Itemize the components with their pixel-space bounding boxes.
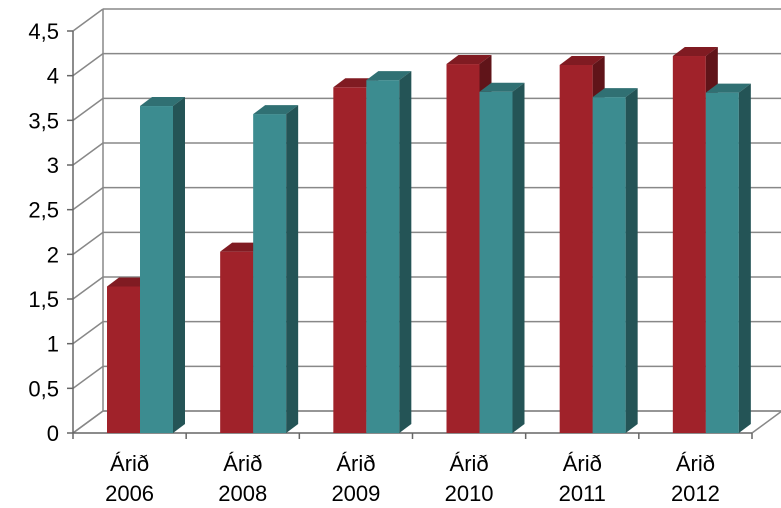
x-tick-label: 2012 (671, 481, 720, 506)
gridline (72, 52, 781, 77)
x-tick-label: Árið (223, 451, 262, 476)
gridline (72, 276, 781, 300)
x-tick-label: 2010 (445, 481, 494, 506)
y-tick-label: 3,5 (28, 108, 59, 133)
y-tick-label: 3 (47, 153, 59, 178)
bar (479, 82, 525, 433)
x-tick-label: 2008 (218, 481, 267, 506)
x-tick-label: Árið (336, 451, 375, 476)
bars (107, 47, 751, 434)
bar (366, 71, 412, 433)
gridline (72, 231, 781, 255)
y-tick-label: 0 (47, 421, 59, 446)
x-tick-label: Árið (676, 451, 715, 476)
x-tick-label: 2011 (559, 481, 606, 506)
gridline (72, 97, 781, 121)
y-tick-label: 1,5 (28, 287, 59, 312)
x-tick-label: Árið (450, 451, 489, 476)
x-tick-label: 2006 (105, 481, 154, 506)
gridline (72, 186, 781, 211)
gridline (72, 410, 781, 434)
x-tick-label: 2009 (331, 481, 380, 506)
y-tick-label: 1 (47, 332, 59, 357)
x-tick-label: Árið (563, 451, 602, 476)
x-tick-label: Árið (110, 451, 149, 476)
y-tick-label: 4,5 (28, 19, 59, 44)
x-axis: Árið 2006 Árið 2008 Árið 2009 Árið 2010 Árið 2011… (72, 433, 753, 506)
floor-right-edge (751, 410, 781, 434)
bar (705, 83, 751, 433)
bar (140, 97, 185, 433)
y-tick-label: 4 (47, 64, 59, 89)
gridline (72, 8, 781, 32)
gridline (72, 365, 781, 389)
y-tick-label: 2,5 (28, 198, 59, 223)
y-tick-label: 2 (47, 242, 59, 267)
gridline (72, 142, 781, 166)
gridlines (72, 8, 781, 434)
bar (253, 105, 299, 433)
y-tick-label: 0,5 (28, 376, 59, 401)
bar (592, 88, 638, 434)
gridline (72, 320, 781, 345)
